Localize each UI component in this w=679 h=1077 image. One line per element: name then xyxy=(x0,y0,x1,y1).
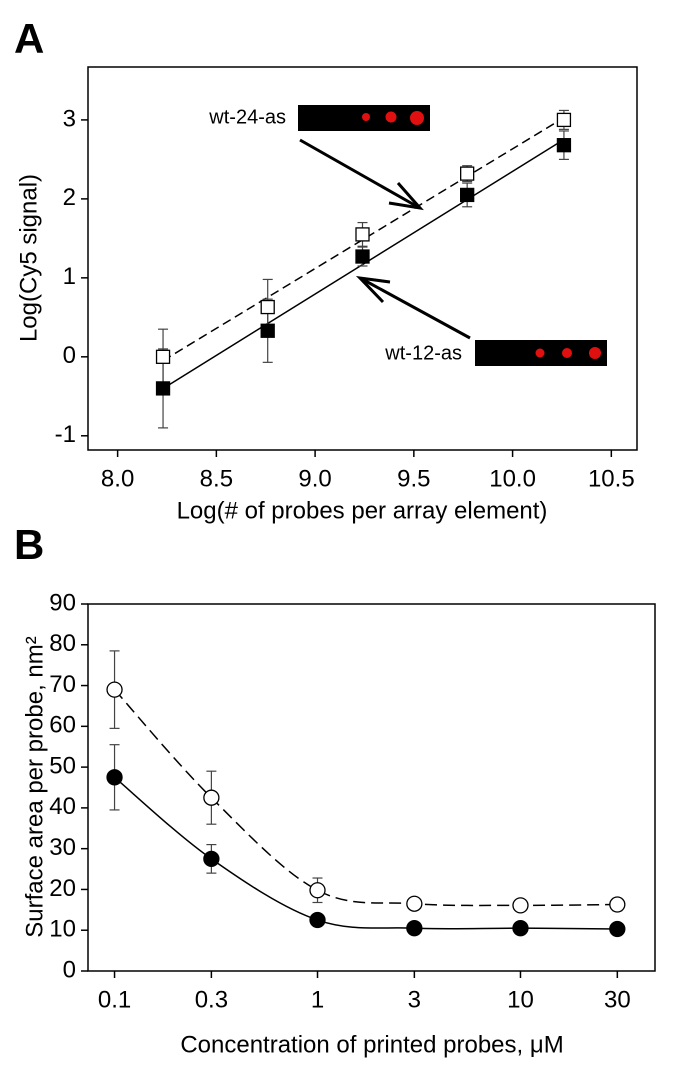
y-tick-label: 90 xyxy=(49,589,76,616)
fit-line xyxy=(162,117,565,362)
marker xyxy=(155,381,171,396)
marker xyxy=(155,349,171,364)
spot xyxy=(562,348,572,358)
spot xyxy=(362,113,370,121)
marker xyxy=(309,911,326,929)
marker xyxy=(309,882,326,899)
y-tick-label: 0 xyxy=(63,956,76,983)
y-tick-label: 10 xyxy=(49,916,76,943)
marker xyxy=(406,895,423,912)
x-tick-label: 10.0 xyxy=(489,465,536,492)
marker xyxy=(260,323,275,338)
marker xyxy=(355,227,370,242)
y-axis-label: Surface area per probe, nm² xyxy=(21,636,48,938)
panel-label: A xyxy=(14,15,44,62)
marker xyxy=(556,112,572,128)
x-tick-label: 10.5 xyxy=(588,465,635,492)
y-tick-label: 70 xyxy=(49,671,76,698)
plot-frame xyxy=(87,66,638,451)
x-tick-label: 0.1 xyxy=(98,986,131,1013)
x-axis-label: Concentration of printed probes, μM xyxy=(180,1031,563,1058)
x-tick-label: 1 xyxy=(311,986,324,1013)
annotation-label: wt-12-as xyxy=(384,342,462,364)
x-tick-label: 9.5 xyxy=(397,465,430,492)
spot xyxy=(410,111,424,125)
x-tick-label: 3 xyxy=(408,986,421,1013)
arrow xyxy=(361,277,471,340)
marker xyxy=(203,850,220,868)
annotation-label: wt-24-as xyxy=(208,106,286,128)
y-tick-label: 3 xyxy=(63,105,76,132)
spot xyxy=(535,348,545,358)
spot xyxy=(385,111,397,123)
marker xyxy=(609,920,626,938)
x-tick-label: 8.0 xyxy=(101,465,134,492)
y-tick-label: -1 xyxy=(55,421,76,448)
marker xyxy=(512,920,529,937)
marker xyxy=(512,897,529,914)
arrow-head xyxy=(355,275,391,304)
y-tick-label: 80 xyxy=(49,630,76,657)
marker xyxy=(203,789,220,806)
marker xyxy=(609,896,626,913)
y-tick-label: 20 xyxy=(49,875,76,902)
y-tick-label: 60 xyxy=(49,712,76,739)
y-tick-label: 1 xyxy=(63,263,76,290)
y-tick-label: 30 xyxy=(49,834,76,861)
x-tick-label: 9.0 xyxy=(298,465,331,492)
marker xyxy=(460,166,475,181)
y-tick-label: 40 xyxy=(49,793,76,820)
y-tick-label: 50 xyxy=(49,752,76,779)
fit-line xyxy=(162,138,565,390)
marker xyxy=(556,138,572,153)
marker xyxy=(106,769,123,786)
marker xyxy=(460,187,475,203)
x-tick-label: 30 xyxy=(604,986,631,1013)
x-tick-label: 0.3 xyxy=(195,986,228,1013)
annotations: wt-24-as wt-12-as xyxy=(208,105,607,366)
marker xyxy=(106,681,123,698)
x-tick-label: 10 xyxy=(507,986,534,1013)
marker xyxy=(260,299,275,315)
y-tick-label: 0 xyxy=(63,342,76,369)
x-axis-label: Log(# of probes per array element) xyxy=(177,497,548,524)
y-tick-label: 2 xyxy=(63,184,76,211)
arrow xyxy=(299,138,419,209)
spot xyxy=(589,347,601,359)
marker xyxy=(355,249,370,264)
x-tick-label: 8.5 xyxy=(200,465,233,492)
marker xyxy=(406,920,423,937)
y-axis-label: Log(Cy5 signal) xyxy=(15,174,42,342)
plot-frame xyxy=(87,603,656,972)
panel-label: B xyxy=(14,521,44,568)
arrow-head xyxy=(388,182,424,211)
